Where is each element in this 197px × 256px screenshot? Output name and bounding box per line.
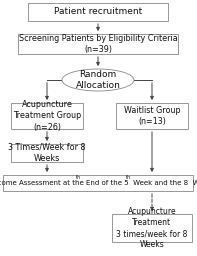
Text: Patient recruitment: Patient recruitment [54, 7, 142, 16]
FancyBboxPatch shape [116, 103, 188, 129]
FancyBboxPatch shape [11, 103, 83, 129]
Ellipse shape [62, 69, 134, 91]
Text: th: th [125, 175, 131, 180]
Text: Waitlist Group
(n=13): Waitlist Group (n=13) [124, 106, 180, 126]
FancyBboxPatch shape [112, 214, 192, 242]
Text: Acupuncture
Treatment Group
(n=26): Acupuncture Treatment Group (n=26) [13, 100, 81, 132]
Text: Random
Allocation: Random Allocation [76, 70, 120, 90]
FancyBboxPatch shape [11, 144, 83, 162]
Text: th: th [75, 175, 81, 180]
Text: Outcome Assessment at the End of the 5  Week and the 8  Week: Outcome Assessment at the End of the 5 W… [0, 180, 197, 186]
FancyBboxPatch shape [3, 175, 193, 191]
Text: Acupuncture
Treatment
3 times/week for 8
Weeks: Acupuncture Treatment 3 times/week for 8… [116, 207, 188, 249]
FancyBboxPatch shape [18, 34, 178, 54]
FancyBboxPatch shape [28, 3, 168, 21]
Text: Screening Patients by Eligibility Criteria
(n=39): Screening Patients by Eligibility Criter… [19, 34, 177, 54]
Text: 3 Times/Week for 8
Weeks: 3 Times/Week for 8 Weeks [8, 143, 86, 163]
